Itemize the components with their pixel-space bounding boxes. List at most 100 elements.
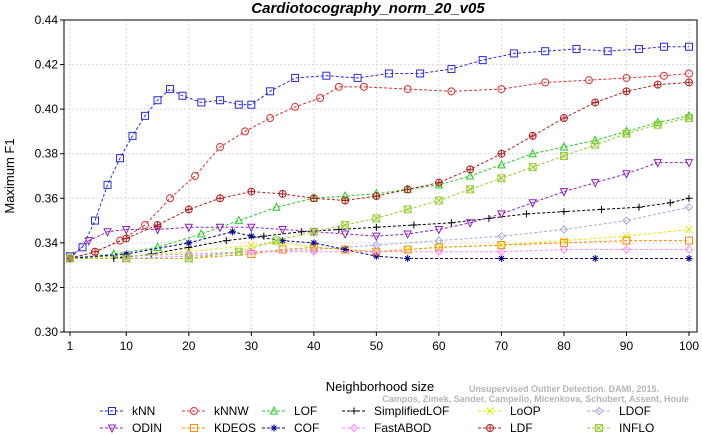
point-odin: [653, 159, 663, 168]
point-lof: [497, 159, 506, 169]
point-odin: [559, 188, 569, 197]
point-inflo: [309, 227, 318, 236]
point-knnw: [166, 194, 175, 203]
y-tick-label: 0.34: [35, 236, 59, 250]
y-tick-label: 0.30: [35, 325, 59, 339]
point-ldof: [184, 249, 194, 259]
point-knn: [78, 243, 87, 252]
point-simplifiedlof: [666, 199, 674, 207]
point-fastabod: [497, 247, 506, 256]
point-knnw: [447, 87, 456, 96]
y-axis-label: Maximum F1: [2, 138, 17, 213]
point-fastabod: [247, 247, 256, 256]
series-line-odin: [69, 162, 689, 259]
point-knnw: [584, 76, 593, 85]
point-inflo: [184, 254, 193, 263]
point-knn: [291, 73, 300, 82]
point-fastabod: [684, 245, 694, 254]
point-knnw: [659, 71, 668, 80]
legend-item-kdeos: KDEOS: [182, 421, 256, 434]
point-kdeos: [685, 236, 693, 245]
point-knn: [603, 47, 612, 56]
legend-swatch-marker: [594, 406, 604, 416]
point-odin: [403, 230, 412, 240]
point-ldf: [653, 80, 662, 89]
point-knnw: [497, 85, 506, 94]
legend-item-lof: LOF: [262, 404, 317, 418]
point-kdeos: [247, 250, 256, 258]
point-inflo: [341, 221, 350, 230]
point-odin: [247, 223, 256, 233]
point-inflo: [622, 129, 631, 138]
x-tick-label: 50: [370, 339, 384, 353]
point-odin: [497, 210, 506, 220]
legend-label-lof: LOF: [294, 404, 317, 418]
point-inflo: [685, 114, 693, 123]
point-lof: [590, 135, 600, 144]
point-knnw: [403, 85, 412, 94]
point-lof: [465, 170, 475, 180]
point-kdeos: [403, 245, 412, 254]
x-tick-label: 40: [307, 339, 321, 353]
legend-swatch-marker: [190, 407, 198, 415]
point-simplifiedlof: [685, 194, 693, 202]
point-odin: [215, 223, 225, 233]
legend-label-loop: LoOP: [510, 404, 541, 418]
point-odin: [528, 199, 537, 208]
series-knn: [66, 42, 693, 261]
point-cof: [279, 237, 287, 245]
point-ldf: [278, 189, 287, 198]
x-tick-label: 10: [120, 339, 134, 353]
axis-ticks: 0.30 0.32 0.34 0.36 0.38 0.40 0.42 0.44 1 10 20 30 4…: [35, 13, 700, 353]
legend-swatch-marker: [349, 423, 359, 433]
point-knn: [103, 180, 112, 189]
point-knn: [266, 87, 275, 96]
point-lof: [559, 141, 569, 151]
point-cof: [372, 252, 380, 260]
point-knn: [384, 69, 393, 78]
point-ldf: [309, 194, 318, 203]
x-tick-label: 80: [557, 339, 571, 353]
series-lof: [65, 110, 694, 262]
point-cof: [685, 254, 693, 262]
point-knn: [91, 216, 100, 225]
point-inflo: [653, 120, 662, 129]
legend-item-ldf: LDF: [478, 421, 533, 434]
point-simplifiedlof: [222, 237, 230, 245]
point-inflo: [466, 185, 475, 194]
point-ldof: [309, 245, 319, 254]
point-ldof: [684, 202, 694, 212]
legend-item-simplifiedlof: SimplifiedLOF: [342, 404, 449, 418]
point-lof: [684, 110, 694, 120]
legend-item-knnw: kNNW: [182, 404, 249, 418]
legend: kNN kNNW LOF SimplifiedLOF LoOP LDOF ODIN KDEOS…: [100, 404, 654, 434]
point-ldf: [153, 221, 162, 230]
point-cof: [591, 254, 599, 262]
point-knn: [153, 96, 162, 105]
watermark-line-2: Campos, Zimek, Sander, Campello, Micenko…: [382, 394, 689, 404]
point-lof: [272, 202, 281, 211]
legend-item-cof: COF: [262, 421, 319, 434]
point-odin: [684, 159, 694, 168]
x-tick-label: 60: [432, 339, 446, 353]
legend-swatch-marker: [190, 424, 198, 432]
point-inflo: [234, 247, 243, 256]
y-tick-label: 0.38: [35, 147, 59, 161]
point-knn: [116, 154, 125, 163]
point-knn: [685, 42, 693, 51]
x-tick-label: 90: [620, 339, 634, 353]
point-lof: [622, 126, 631, 135]
point-ldf: [341, 196, 350, 205]
watermark-line-1: Unsupervised Outlier Detection. DAMI, 20…: [469, 384, 659, 394]
point-loop: [247, 241, 256, 249]
series-line-ldof: [70, 206, 690, 257]
point-lof: [196, 228, 206, 238]
point-simplifiedlof: [447, 219, 455, 227]
point-cof: [229, 228, 237, 236]
point-inflo: [559, 151, 568, 160]
series-line-cof: [69, 231, 689, 259]
point-knnw: [141, 221, 150, 230]
point-ldf: [591, 98, 600, 107]
point-inflo: [66, 254, 74, 263]
